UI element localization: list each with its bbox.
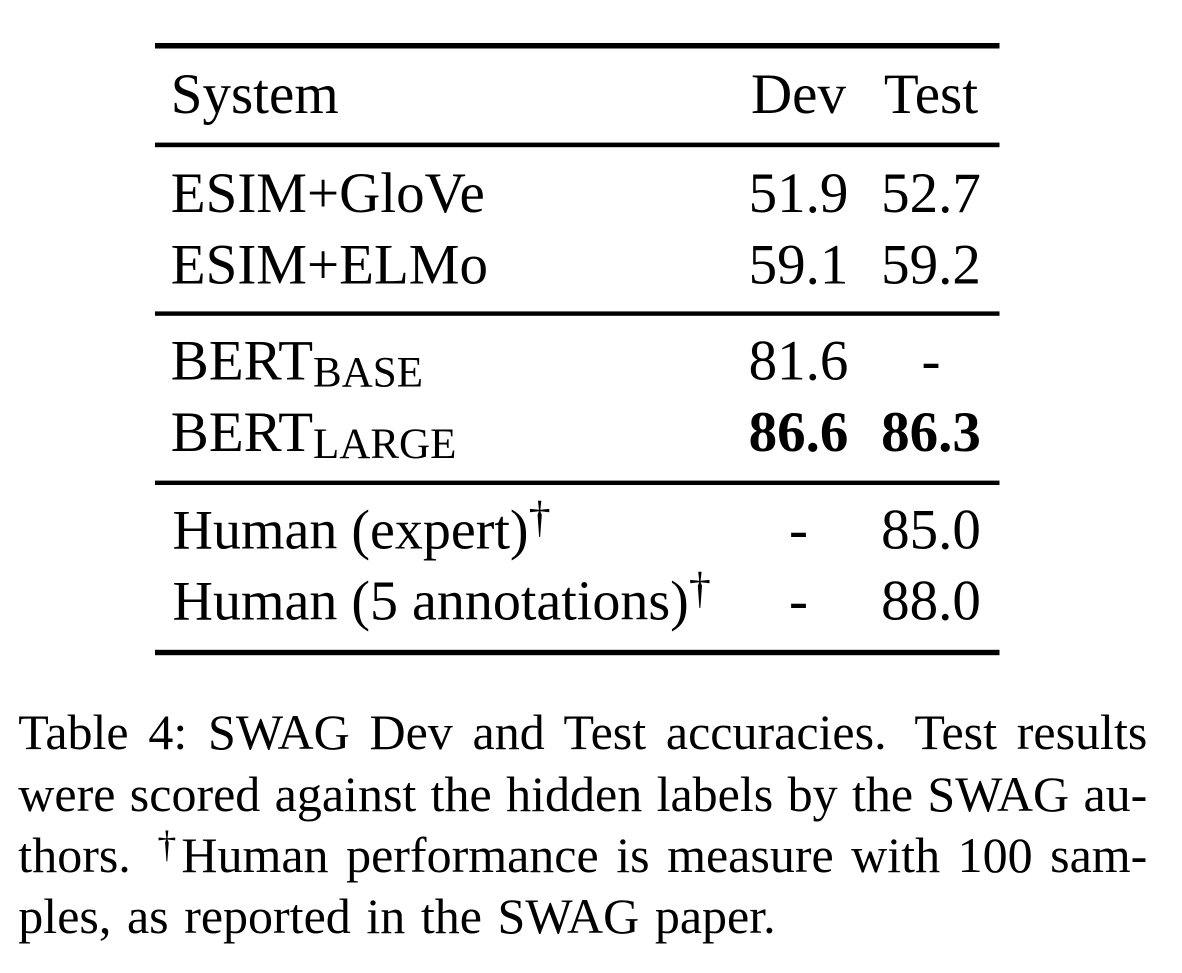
svg-text:81.6: 81.6 — [749, 330, 849, 393]
svg-text:BERTLARGE: BERTLARGE — [171, 401, 457, 468]
svg-text:ESIM+ELMo: ESIM+ELMo — [171, 234, 488, 297]
svg-text:Test: Test — [884, 63, 978, 126]
svg-text:59.1: 59.1 — [749, 234, 849, 297]
svg-text:-: - — [922, 330, 941, 393]
svg-text:52.7: 52.7 — [881, 162, 981, 225]
svg-text:59.2: 59.2 — [881, 234, 981, 297]
svg-text:-: - — [789, 570, 808, 633]
svg-text:Human (expert)†: Human (expert)† — [173, 493, 551, 562]
svg-text:BERTBASE: BERTBASE — [171, 330, 423, 397]
svg-text:51.9: 51.9 — [749, 162, 849, 225]
svg-text:85.0: 85.0 — [881, 499, 981, 562]
svg-text:88.0: 88.0 — [881, 570, 981, 633]
svg-text:ESIM+GloVe: ESIM+GloVe — [171, 162, 485, 225]
svg-text:System: System — [171, 63, 339, 126]
svg-text:Human (5 annotations)†: Human (5 annotations)† — [173, 564, 711, 633]
svg-text:86.3: 86.3 — [881, 401, 981, 464]
svg-text:Dev: Dev — [751, 63, 846, 126]
svg-text:-: - — [789, 499, 808, 562]
svg-text:86.6: 86.6 — [749, 401, 849, 464]
